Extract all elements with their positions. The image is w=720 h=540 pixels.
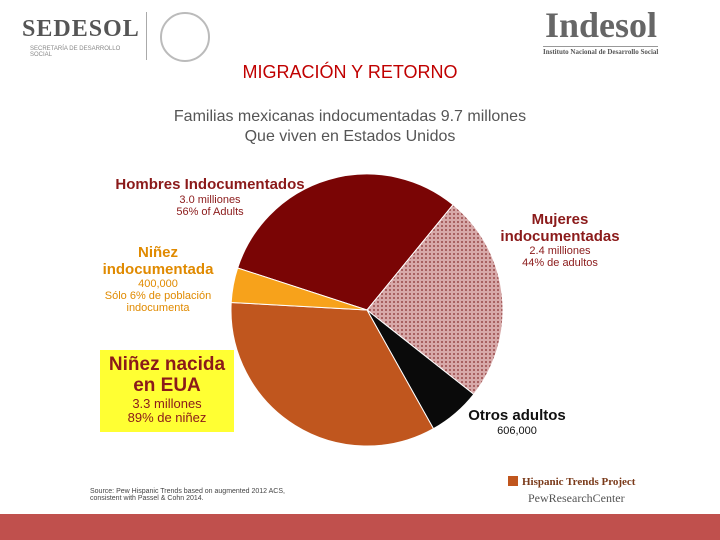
pew-logo-top: Hispanic Trends Project bbox=[522, 476, 636, 488]
source: Source: Pew Hispanic Trends based on aug… bbox=[90, 488, 285, 502]
left-logo: SEDESOL bbox=[22, 16, 140, 42]
pie-slice bbox=[230, 301, 435, 447]
left-logo-sub: SECRETARÍA DE DESARROLLO SOCIAL bbox=[30, 46, 121, 58]
category-label: Niñez nacida en EUA bbox=[108, 354, 226, 396]
chart-title: MIGRACIÓN Y RETORNO bbox=[242, 62, 458, 82]
note-label: 89% de niñez bbox=[127, 410, 207, 426]
value-label: 400,000 bbox=[138, 278, 178, 290]
logo-divider bbox=[146, 12, 147, 60]
footer-bar bbox=[0, 514, 720, 540]
pew-logo-bottom: PewResearchCenter bbox=[528, 491, 625, 505]
category-label: Otros adultos bbox=[468, 407, 566, 424]
slice-label: Otros adultos 606,000 bbox=[462, 407, 572, 437]
value-label: 3.0 milliones bbox=[179, 193, 241, 206]
pie-slice bbox=[366, 204, 504, 395]
subtitle: Familias mexicanas indocumentadas 9.7 mi… bbox=[173, 108, 527, 125]
slice-label: Hombres Indocumentados 3.0 milliones 56% o… bbox=[90, 176, 330, 218]
pie-slice bbox=[230, 267, 368, 311]
value-label: 3.3 millones bbox=[132, 395, 202, 411]
slice-label: Mujeres indocumentadas 2.4 milliones 44% d… bbox=[490, 211, 630, 270]
category-label: Hombres Indocumentados bbox=[115, 176, 305, 193]
slice-label: Niñez nacida en EUA 3.3 millones 89% de ni… bbox=[100, 354, 234, 426]
emblem bbox=[160, 12, 210, 62]
subtitle: Que viven en Estados Unidos bbox=[244, 128, 456, 145]
right-logo: Indesol bbox=[545, 5, 658, 45]
value-label: 606,000 bbox=[497, 424, 537, 437]
pew-icon bbox=[508, 476, 518, 486]
note-label: Sólo 6% de población indocumenta bbox=[104, 290, 212, 315]
category-label: Mujeres indocumentadas bbox=[500, 211, 620, 245]
label-box bbox=[100, 350, 234, 432]
value-label: 2.4 milliones bbox=[529, 245, 591, 257]
pie-slice bbox=[237, 173, 454, 311]
note-label: 44% de adultos bbox=[522, 257, 598, 270]
category-label: Niñez indocumentada bbox=[102, 244, 214, 278]
right-logo-sub: Instituto Nacional de Desarrollo Social bbox=[543, 46, 659, 56]
slice-label: Niñez indocumentada 400,000 Sólo 6% de pob… bbox=[92, 244, 224, 315]
note-label: 56% of Adults bbox=[176, 205, 244, 218]
